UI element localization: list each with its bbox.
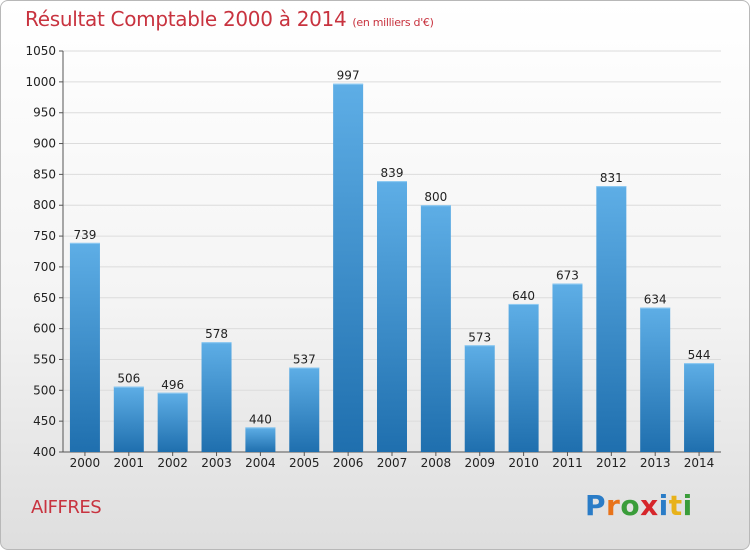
x-tick-label-2002: 2002 [157, 456, 188, 470]
x-tick-label-2009: 2009 [464, 456, 495, 470]
bar-2004 [245, 427, 276, 452]
chart-unit-note: (en milliers d'€) [352, 16, 434, 29]
x-tick-label-2008: 2008 [421, 456, 452, 470]
data-label-2009: 573 [468, 330, 491, 344]
x-tick-label-2003: 2003 [201, 456, 232, 470]
logo-letter: x [640, 489, 659, 522]
logo-letter: o [620, 489, 641, 522]
x-tick-label-2012: 2012 [596, 456, 627, 470]
bar-2002 [157, 392, 188, 452]
x-tick-label-2005: 2005 [289, 456, 320, 470]
bar-2013 [640, 307, 671, 452]
bar-2006 [333, 83, 364, 452]
data-label-2001: 506 [117, 372, 140, 386]
x-tick-label-2007: 2007 [377, 456, 408, 470]
y-tick-label: 500 [33, 383, 56, 397]
x-tick-label-2011: 2011 [552, 456, 583, 470]
y-tick-label: 600 [33, 322, 56, 336]
logo-letter: P [585, 489, 607, 522]
y-tick-label: 800 [33, 198, 56, 212]
y-tick-label: 400 [33, 445, 56, 459]
y-tick-label: 550 [33, 352, 56, 366]
bar-2010 [508, 303, 539, 452]
x-tick-label-2010: 2010 [508, 456, 539, 470]
bar-2008 [420, 205, 451, 452]
bar-2005 [289, 367, 320, 452]
y-tick-label: 700 [33, 260, 56, 274]
bar-2014 [684, 363, 715, 452]
chart-title-text: Résultat Comptable 2000 à 2014 [25, 7, 347, 31]
data-label-2005: 537 [293, 352, 316, 366]
logo-letter: t [668, 489, 683, 522]
bar-2012 [596, 186, 627, 453]
x-tick-label-2013: 2013 [640, 456, 671, 470]
data-label-2008: 800 [424, 190, 447, 204]
bar-2011 [552, 283, 583, 452]
y-tick-label: 1050 [25, 44, 56, 58]
data-label-2004: 440 [249, 412, 272, 426]
logo-letter: i [658, 489, 669, 522]
logo-letter: r [606, 489, 621, 522]
bar-2001 [113, 386, 144, 452]
data-label-2003: 578 [205, 327, 228, 341]
x-tick-label-2006: 2006 [333, 456, 364, 470]
y-tick-label: 900 [33, 137, 56, 151]
y-tick-label: 750 [33, 229, 56, 243]
logo-letter: i [682, 489, 693, 522]
data-label-2014: 544 [688, 348, 711, 362]
bar-2003 [201, 342, 232, 452]
data-label-2002: 496 [161, 378, 184, 392]
data-label-2000: 739 [73, 228, 96, 242]
bar-2000 [69, 242, 100, 452]
commune-name: AIFFRES [31, 497, 102, 518]
data-label-2006: 997 [337, 69, 360, 83]
y-tick-label: 950 [33, 106, 56, 120]
data-label-2010: 640 [512, 289, 535, 303]
x-tick-label-2001: 2001 [114, 456, 145, 470]
y-tick-label: 650 [33, 291, 56, 305]
data-label-2013: 634 [644, 293, 667, 307]
bar-2009 [464, 345, 495, 452]
x-tick-label-2014: 2014 [684, 456, 715, 470]
x-tick-label-2004: 2004 [245, 456, 276, 470]
y-tick-label: 850 [33, 167, 56, 181]
data-label-2007: 839 [381, 166, 404, 180]
bar-2007 [377, 181, 407, 452]
data-label-2011: 673 [556, 269, 579, 283]
data-label-2012: 831 [600, 171, 623, 185]
proxiti-logo: Proxiti [585, 489, 693, 522]
chart-title: Résultat Comptable 2000 à 2014 (en millie… [25, 7, 434, 31]
y-tick-label: 450 [33, 414, 56, 428]
x-tick-label-2000: 2000 [70, 456, 101, 470]
y-tick-label: 1000 [25, 75, 56, 89]
